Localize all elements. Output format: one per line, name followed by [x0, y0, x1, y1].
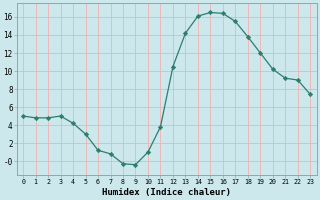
X-axis label: Humidex (Indice chaleur): Humidex (Indice chaleur): [102, 188, 231, 197]
